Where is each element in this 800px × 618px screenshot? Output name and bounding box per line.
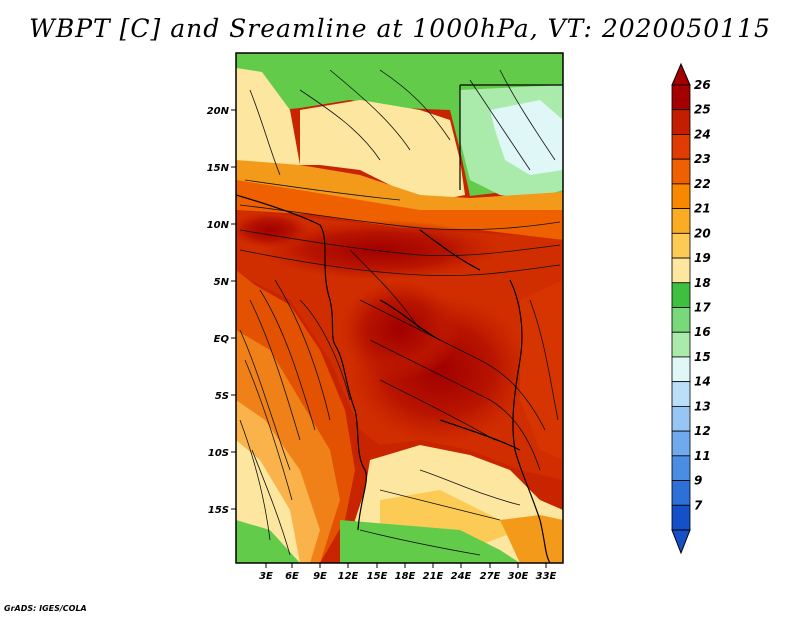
- lon-label: 15E: [367, 571, 388, 582]
- colorbar-segment: [671, 405, 691, 432]
- colorbar: 26 25 24 23 22 21 20 19 18 17 16 15 14 13 12 11 9 7: [671, 62, 711, 555]
- colorbar-segment: [671, 480, 691, 506]
- colorbar-bottom-triangle: [671, 529, 691, 555]
- lon-label: 27E: [480, 571, 501, 582]
- colorbar-label: 9: [694, 474, 702, 488]
- map-frame: [235, 52, 564, 564]
- lon-label: 3E: [259, 571, 273, 582]
- colorbar-label: 14: [694, 375, 711, 389]
- colorbar-label: 24: [694, 127, 711, 141]
- colorbar-segment: [671, 208, 691, 234]
- lon-label: 6E: [285, 571, 299, 582]
- map-title: WBPT [C] and Sreamline at 1000hPa, VT: 2…: [29, 14, 771, 43]
- colorbar-segment: [671, 381, 691, 407]
- streamlines: [239, 69, 561, 556]
- colorbar-label: 26: [694, 78, 711, 92]
- colorbar-segment: [671, 307, 691, 333]
- colorbar-segment: [671, 282, 691, 308]
- colorbar-label: 21: [694, 202, 711, 216]
- lat-label: 5S: [215, 391, 229, 402]
- colorbar-label: 23: [694, 152, 711, 166]
- colorbar-label: 16: [694, 325, 711, 339]
- colorbar-label: 18: [694, 276, 711, 290]
- lat-label: 5N: [214, 277, 230, 288]
- lon-label: 9E: [313, 571, 327, 582]
- lat-label: 10S: [208, 448, 229, 459]
- lon-axis: 3E 6E 9E 12E 15E 18E 21E 24E 27E 30E 33E: [259, 563, 557, 582]
- colorbar-label: 7: [694, 498, 703, 512]
- lat-label: 15N: [207, 163, 230, 174]
- colorbar-label: 11: [694, 449, 711, 463]
- colorbar-segment: [671, 232, 691, 259]
- colorbar-segment: [671, 455, 691, 481]
- colorbar-segment: [671, 134, 691, 160]
- lon-label: 30E: [508, 571, 529, 582]
- colorbar-top-triangle: [671, 62, 691, 86]
- colorbar-label: 13: [694, 399, 711, 413]
- colorbar-label: 25: [694, 103, 711, 117]
- colorbar-segment: [671, 109, 691, 135]
- footer-credit: GrADS: IGES/COLA: [4, 604, 87, 613]
- lon-label: 12E: [338, 571, 359, 582]
- colorbar-segment: [671, 158, 691, 185]
- lat-label: 20N: [207, 106, 230, 117]
- wbpt-field: [236, 53, 563, 563]
- colorbar-segment: [671, 257, 691, 284]
- colorbar-segment: [671, 356, 691, 383]
- colorbar-segment: [671, 504, 691, 531]
- lat-axis: 20N 15N 10N 5N EQ 5S 10S 15S: [207, 106, 236, 516]
- colorbar-segment: [671, 84, 691, 111]
- lon-label: 21E: [423, 571, 444, 582]
- lat-label: EQ: [214, 334, 230, 345]
- lat-label: 15S: [208, 505, 229, 516]
- colorbar-label: 20: [694, 226, 711, 240]
- lon-label: 18E: [395, 571, 416, 582]
- lon-label: 24E: [451, 571, 472, 582]
- lat-label: 10N: [207, 220, 230, 231]
- lon-label: 33E: [536, 571, 557, 582]
- colorbar-segment: [671, 430, 691, 457]
- colorbar-label: 22: [694, 177, 711, 191]
- colorbar-label: 19: [694, 251, 711, 265]
- colorbar-label: 12: [694, 424, 711, 438]
- colorbar-label: 17: [694, 301, 711, 315]
- colorbar-segment: [671, 183, 691, 210]
- colorbar-segment: [671, 331, 691, 358]
- coastlines: [236, 84, 563, 563]
- colorbar-label: 15: [694, 350, 711, 364]
